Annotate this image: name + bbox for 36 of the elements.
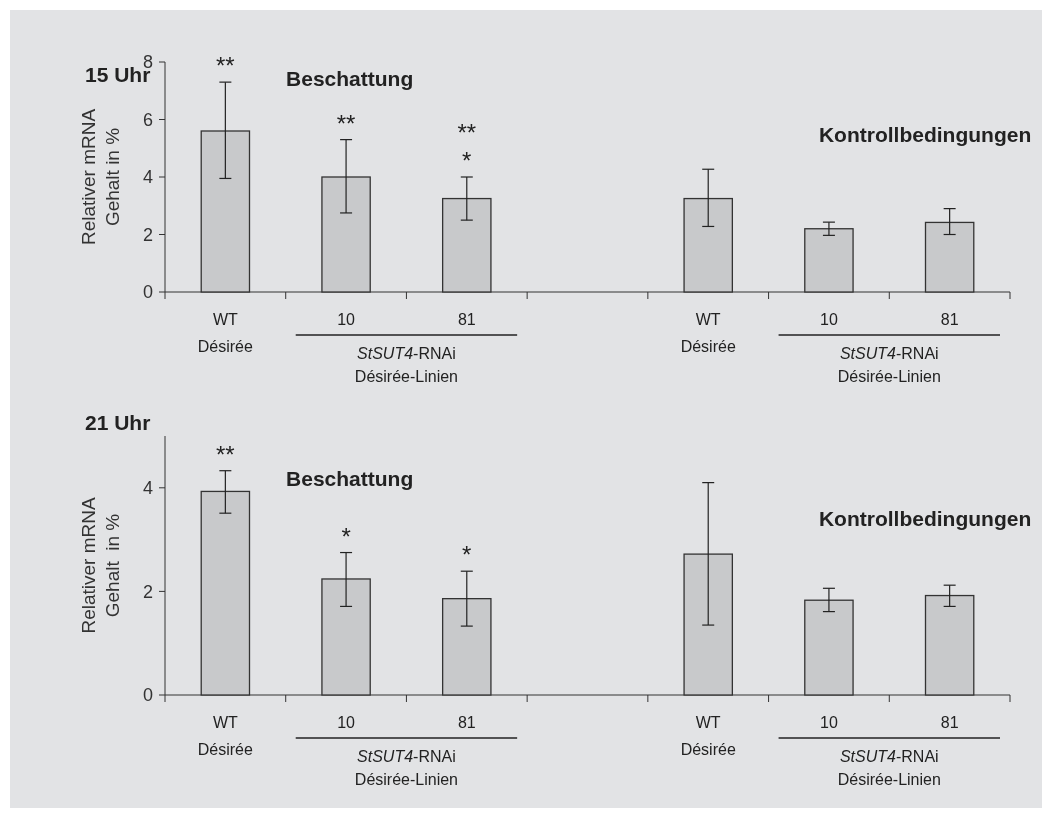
y-tick-label: 4 bbox=[142, 167, 153, 188]
x-tick-label: 10 bbox=[337, 714, 356, 731]
annotation: ** bbox=[216, 52, 235, 80]
text: StSUT4-RNAi Désirée-Linien bbox=[354, 748, 459, 788]
x-tick-label: 81 bbox=[457, 311, 476, 328]
x-tick-label: 81 bbox=[940, 714, 959, 731]
annotation: Beschattung bbox=[286, 67, 414, 90]
x-tick-label: WT Désirée bbox=[680, 311, 736, 355]
y-axis-title: Relativer mRNA Gehalt in % bbox=[78, 108, 123, 246]
y-tick-label: 0 bbox=[142, 282, 153, 303]
y-tick-label: 0 bbox=[142, 685, 153, 706]
y-tick-label: 4 bbox=[142, 478, 153, 499]
x-tick-label: WT Désirée bbox=[197, 714, 254, 758]
y-tick-label: 2 bbox=[142, 224, 153, 245]
annotation: ** * bbox=[457, 119, 477, 174]
x-tick-label: 81 bbox=[457, 714, 476, 731]
text: StSUT4-RNAi Désirée-Linien bbox=[837, 748, 941, 788]
x-tick-label: 81 bbox=[940, 311, 959, 328]
annotation: Beschattung bbox=[286, 467, 414, 490]
y-tick-label: 2 bbox=[142, 581, 153, 602]
x-tick-label: 10 bbox=[820, 714, 838, 731]
y-axis-title: Relativer mRNA Gehalt in % bbox=[78, 497, 123, 634]
chart-title: 21 Uhr bbox=[85, 411, 151, 434]
x-tick-label: WT Désirée bbox=[680, 714, 736, 758]
text: StSUT4-RNAi Désirée-Linien bbox=[354, 345, 459, 385]
y-tick-label: 6 bbox=[142, 109, 153, 130]
text: StSUT4-RNAi Désirée-Linien bbox=[837, 345, 941, 385]
x-tick-label: WT Désirée bbox=[197, 311, 254, 355]
annotation: ** bbox=[336, 109, 356, 137]
x-tick-label: 10 bbox=[337, 311, 356, 328]
annotation: Kontrollbedingungen bbox=[818, 123, 1032, 146]
annotation: ** bbox=[216, 440, 235, 468]
annotation: Kontrollbedingungen bbox=[818, 507, 1032, 530]
x-tick-label: 10 bbox=[820, 311, 838, 328]
annotation: * bbox=[341, 522, 351, 550]
annotation: * bbox=[462, 541, 472, 569]
